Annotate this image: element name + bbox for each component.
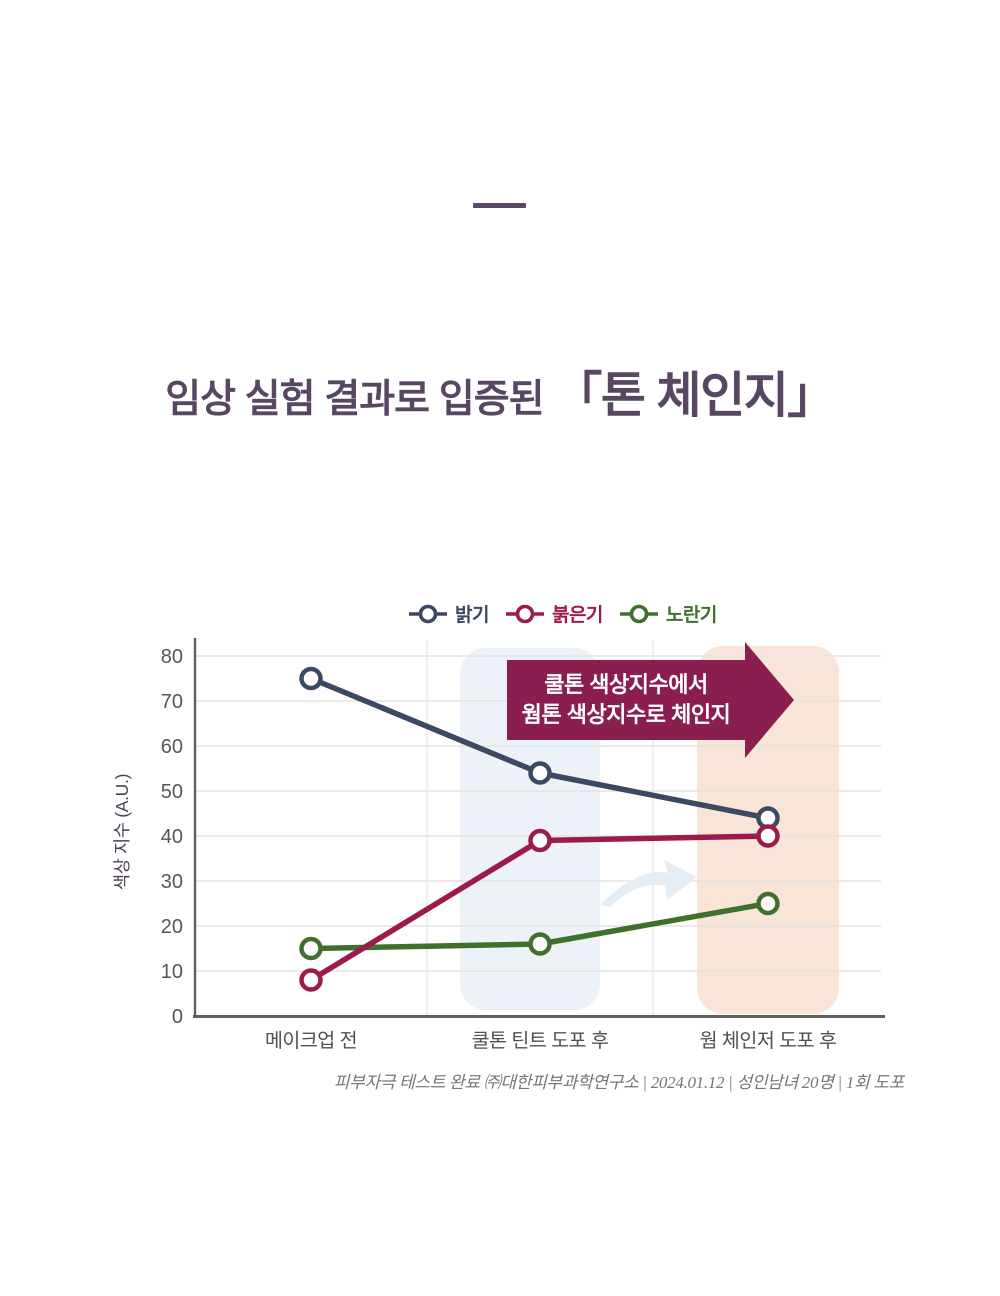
svg-text:70: 70 xyxy=(161,691,183,713)
line-circle-marker-icon xyxy=(619,604,658,623)
svg-text:80: 80 xyxy=(161,646,183,668)
footnote: 피부자극 테스트 완료 ㈜대한피부과학연구소 | 2024.01.12 | 성인… xyxy=(333,1073,905,1092)
svg-text:쿨톤 색상지수에서: 쿨톤 색상지수에서 xyxy=(544,672,708,697)
svg-text:20: 20 xyxy=(161,916,183,938)
title-main: 임상 실험 결과로 입증된 xyxy=(165,378,554,421)
legend-label: 노란기 xyxy=(665,605,717,626)
svg-text:10: 10 xyxy=(161,961,183,983)
open-corner-bracket: 「 xyxy=(553,369,602,423)
svg-text:웜톤 색상지수로 체인지: 웜톤 색상지수로 체인지 xyxy=(522,702,731,727)
title-emphasis: 「톤 체인지」 xyxy=(553,369,836,423)
svg-text:60: 60 xyxy=(161,736,183,758)
legend-item-yellowness: 노란기 xyxy=(619,600,717,627)
legend-item-brightness: 밝기 xyxy=(408,600,489,627)
svg-text:30: 30 xyxy=(161,871,183,893)
svg-text:0: 0 xyxy=(172,1006,183,1028)
svg-text:쿨톤 틴트 도포 후: 쿨톤 틴트 도포 후 xyxy=(472,1030,609,1052)
svg-text:메이크업 전: 메이크업 전 xyxy=(265,1030,357,1052)
chart-legend: 밝기 붉은기 노란기 xyxy=(408,600,717,627)
svg-text:색상 지수 (A.U.): 색상 지수 (A.U.) xyxy=(112,774,132,890)
top-dash-divider xyxy=(473,203,526,208)
legend-label: 붉은기 xyxy=(551,605,603,626)
page-title: 임상 실험 결과로 입증된 「톤 체인지」 xyxy=(0,366,1000,430)
line-circle-marker-icon xyxy=(409,604,447,623)
svg-text:50: 50 xyxy=(161,781,183,803)
svg-text:웜 체인저 도포 후: 웜 체인저 도포 후 xyxy=(700,1030,837,1052)
svg-text:40: 40 xyxy=(161,826,183,848)
legend-item-redness: 붉은기 xyxy=(505,600,603,627)
line-circle-marker-icon xyxy=(505,604,544,623)
legend-label: 밝기 xyxy=(455,605,489,626)
close-corner-bracket: 」 xyxy=(787,369,836,423)
